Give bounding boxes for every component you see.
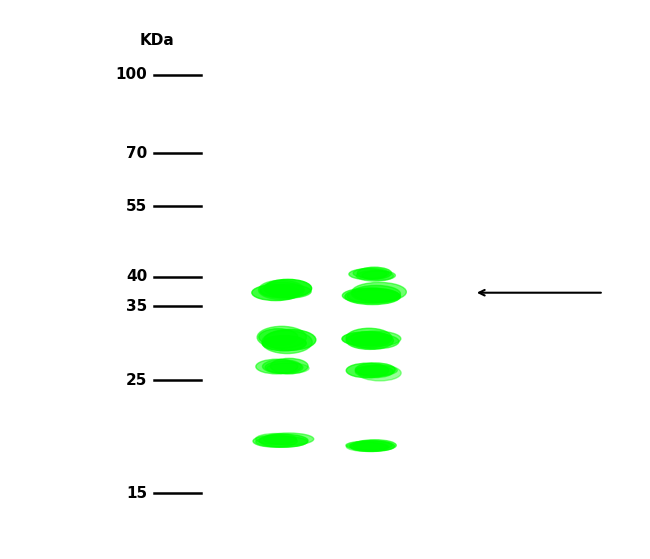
Text: KDa: KDa <box>139 32 174 48</box>
Text: 100: 100 <box>116 67 148 82</box>
Ellipse shape <box>356 365 397 376</box>
Ellipse shape <box>260 282 303 297</box>
Ellipse shape <box>259 280 304 300</box>
Text: 70: 70 <box>126 146 148 161</box>
Ellipse shape <box>264 329 316 350</box>
Ellipse shape <box>346 363 389 378</box>
Text: 35: 35 <box>126 299 148 314</box>
Ellipse shape <box>256 359 298 374</box>
Text: A: A <box>275 38 291 57</box>
Ellipse shape <box>347 290 400 303</box>
Ellipse shape <box>263 433 314 445</box>
Text: 40: 40 <box>126 269 148 284</box>
Text: B: B <box>367 38 381 57</box>
Ellipse shape <box>350 440 395 452</box>
Ellipse shape <box>346 442 387 451</box>
Ellipse shape <box>359 365 401 381</box>
Ellipse shape <box>352 282 406 301</box>
Ellipse shape <box>356 271 393 281</box>
Ellipse shape <box>346 332 393 349</box>
Ellipse shape <box>262 330 312 353</box>
Text: 15: 15 <box>126 486 148 500</box>
Text: 55: 55 <box>126 199 148 214</box>
Ellipse shape <box>345 288 400 305</box>
Ellipse shape <box>255 434 296 444</box>
Ellipse shape <box>255 436 307 447</box>
Ellipse shape <box>263 359 302 373</box>
Ellipse shape <box>253 435 297 447</box>
Ellipse shape <box>252 285 300 301</box>
Ellipse shape <box>351 443 389 452</box>
Text: 25: 25 <box>126 373 148 388</box>
Ellipse shape <box>343 288 399 303</box>
Ellipse shape <box>356 363 395 377</box>
Ellipse shape <box>342 332 391 346</box>
Ellipse shape <box>353 268 389 278</box>
Ellipse shape <box>349 269 387 280</box>
Ellipse shape <box>346 441 392 450</box>
Ellipse shape <box>352 334 399 349</box>
Ellipse shape <box>264 280 311 297</box>
Ellipse shape <box>346 328 392 348</box>
Ellipse shape <box>354 440 396 451</box>
Ellipse shape <box>260 285 311 299</box>
Ellipse shape <box>267 363 309 373</box>
Ellipse shape <box>362 271 395 280</box>
Ellipse shape <box>356 366 393 378</box>
Ellipse shape <box>259 434 308 447</box>
Ellipse shape <box>262 336 306 351</box>
Ellipse shape <box>270 358 308 374</box>
Ellipse shape <box>259 329 298 345</box>
Ellipse shape <box>257 326 306 348</box>
Ellipse shape <box>350 331 401 346</box>
Ellipse shape <box>352 286 400 302</box>
Ellipse shape <box>358 267 391 279</box>
Ellipse shape <box>265 361 303 373</box>
